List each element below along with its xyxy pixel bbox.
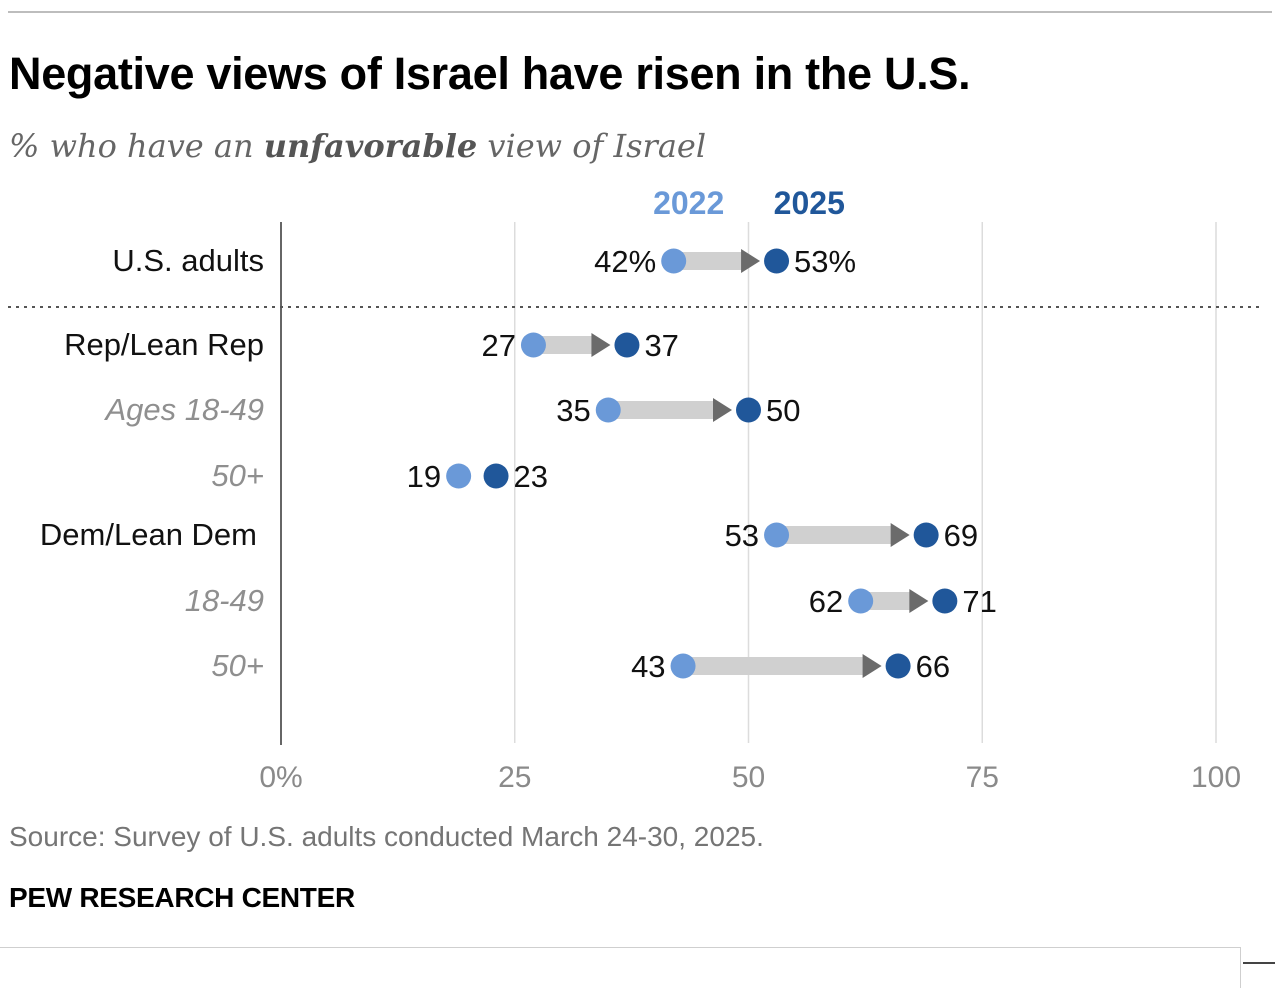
row-label: U.S. adults bbox=[112, 243, 264, 278]
row-label: Dem/Lean Dem bbox=[40, 517, 257, 552]
dot-2025 bbox=[885, 653, 911, 679]
value-label-2022: 27 bbox=[481, 328, 515, 363]
value-label-2022: 42% bbox=[594, 244, 656, 279]
dot-2022 bbox=[764, 522, 790, 548]
value-label-2022: 62 bbox=[809, 584, 843, 619]
dot-2022 bbox=[661, 248, 687, 274]
value-label-2025: 23 bbox=[514, 459, 548, 494]
x-tick-label: 50 bbox=[732, 761, 765, 794]
dot-2025 bbox=[913, 522, 939, 548]
x-tick-label: 25 bbox=[498, 761, 531, 794]
value-label-2022: 43 bbox=[631, 649, 665, 684]
arrowhead bbox=[909, 589, 929, 613]
value-label-2025: 66 bbox=[916, 649, 950, 684]
dot-2022 bbox=[446, 463, 472, 489]
value-label-2022: 35 bbox=[556, 393, 590, 428]
value-label-2022: 53 bbox=[725, 518, 759, 553]
dot-2022 bbox=[670, 653, 696, 679]
arrowhead bbox=[862, 654, 882, 678]
chart-title: Negative views of Israel have risen in t… bbox=[9, 48, 971, 99]
value-label-2025: 69 bbox=[944, 518, 978, 553]
subtitle-suffix: view of Israel bbox=[477, 127, 707, 165]
row-label: 50+ bbox=[211, 458, 264, 493]
x-tick-label: 0% bbox=[259, 761, 302, 794]
row-label: Ages 18-49 bbox=[103, 392, 264, 427]
value-label-2022: 19 bbox=[407, 459, 441, 494]
chart-subtitle: % who have an unfavorable view of Israel bbox=[9, 127, 706, 165]
change-bar bbox=[776, 526, 892, 544]
change-bar bbox=[683, 657, 864, 675]
dot-2025 bbox=[764, 248, 790, 274]
legend-2025-label: 2025 bbox=[774, 185, 845, 221]
x-tick-label: 75 bbox=[966, 761, 999, 794]
change-bar bbox=[533, 336, 593, 354]
x-tick-label: 100 bbox=[1191, 761, 1241, 794]
dot-2025 bbox=[932, 588, 958, 614]
legend-2022-label: 2022 bbox=[653, 185, 724, 221]
corner-line bbox=[1243, 962, 1275, 964]
source-note: Source: Survey of U.S. adults conducted … bbox=[9, 821, 764, 852]
change-bar bbox=[860, 592, 911, 610]
change-bar bbox=[673, 252, 743, 270]
dot-2022 bbox=[520, 332, 546, 358]
subtitle-emphasis: unfavorable bbox=[263, 127, 478, 165]
dot-2025 bbox=[483, 463, 509, 489]
value-label-2025: 71 bbox=[962, 584, 996, 619]
dot-2025 bbox=[614, 332, 640, 358]
row-label: 18-49 bbox=[185, 583, 264, 618]
arrowhead bbox=[713, 398, 732, 422]
value-label-2025: 37 bbox=[644, 328, 678, 363]
change-bar bbox=[608, 401, 714, 419]
brand-logo-text: PEW RESEARCH CENTER bbox=[9, 882, 355, 913]
arrowhead bbox=[591, 333, 611, 357]
dot-2022 bbox=[595, 397, 621, 423]
arrowhead bbox=[890, 523, 910, 547]
dumbbell-chart: 2022 2025 0% 25 50 75 100 U.S. adults 42% 53% Rep/… bbox=[8, 185, 1262, 794]
value-label-2025: 53% bbox=[794, 244, 856, 279]
dot-2025 bbox=[736, 397, 761, 423]
dot-2022 bbox=[848, 588, 874, 614]
bottom-frame bbox=[0, 947, 1241, 988]
subtitle-prefix: % who have an bbox=[9, 127, 264, 165]
row-label: Rep/Lean Rep bbox=[64, 327, 264, 362]
value-label-2025: 50 bbox=[766, 393, 800, 428]
top-rule bbox=[8, 11, 1272, 13]
arrowhead bbox=[741, 249, 761, 273]
row-label: 50+ bbox=[211, 648, 264, 683]
